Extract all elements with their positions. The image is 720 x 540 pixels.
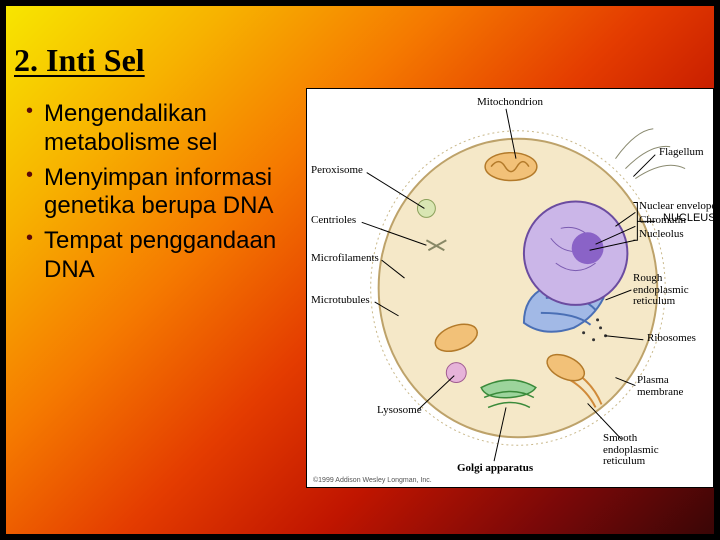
label-microfilaments: Microfilaments bbox=[311, 253, 379, 265]
lysosome-shape bbox=[446, 363, 466, 383]
label-peroxisome: Peroxisome bbox=[311, 165, 363, 177]
label-microtubules: Microtubules bbox=[311, 295, 370, 307]
label-chromatin: Chromatin bbox=[639, 215, 686, 227]
peroxisome-shape bbox=[417, 199, 435, 217]
label-nucleolus: Nucleolus bbox=[639, 229, 684, 241]
label-text: Plasma bbox=[637, 374, 669, 386]
cell-diagram: Mitochondrion Flagellum NUCLEUS Nuclear … bbox=[306, 88, 714, 488]
label-centrioles: Centrioles bbox=[311, 215, 356, 227]
label-nuclear-envelope: Nuclear envelope bbox=[639, 201, 716, 213]
label-text: Rough bbox=[633, 272, 662, 284]
bullet-list: Mengendalikan metabolisme sel Menyimpan … bbox=[24, 100, 314, 291]
list-item: Menyimpan informasi genetika berupa DNA bbox=[24, 164, 314, 222]
label-mitochondrion: Mitochondrion bbox=[477, 97, 543, 109]
list-item: Mengendalikan metabolisme sel bbox=[24, 100, 314, 158]
copyright-text: ©1999 Addison Wesley Longman, Inc. bbox=[313, 477, 432, 484]
label-smooth-er: Smooth endoplasmic reticulum bbox=[603, 433, 659, 468]
label-lysosome: Lysosome bbox=[377, 405, 422, 417]
label-text: reticulum bbox=[633, 295, 675, 307]
label-text: reticulum bbox=[603, 455, 645, 467]
label-plasma-membrane: Plasma membrane bbox=[637, 375, 683, 398]
label-golgi: Golgi apparatus bbox=[457, 463, 533, 475]
label-text: endoplasmic bbox=[633, 284, 689, 296]
label-ribosomes: Ribosomes bbox=[647, 333, 696, 345]
label-text: endoplasmic bbox=[603, 444, 659, 456]
label-rough-er: Rough endoplasmic reticulum bbox=[633, 273, 689, 308]
list-item: Tempat penggandaan DNA bbox=[24, 227, 314, 285]
slide-title: 2. Inti Sel bbox=[14, 42, 145, 79]
label-flagellum: Flagellum bbox=[659, 147, 704, 159]
label-text: Nuclear envelope bbox=[639, 200, 716, 212]
slide-root: 2. Inti Sel Mengendalikan metabolisme se… bbox=[0, 0, 720, 540]
label-text: membrane bbox=[637, 386, 683, 398]
label-text: Smooth bbox=[603, 432, 637, 444]
